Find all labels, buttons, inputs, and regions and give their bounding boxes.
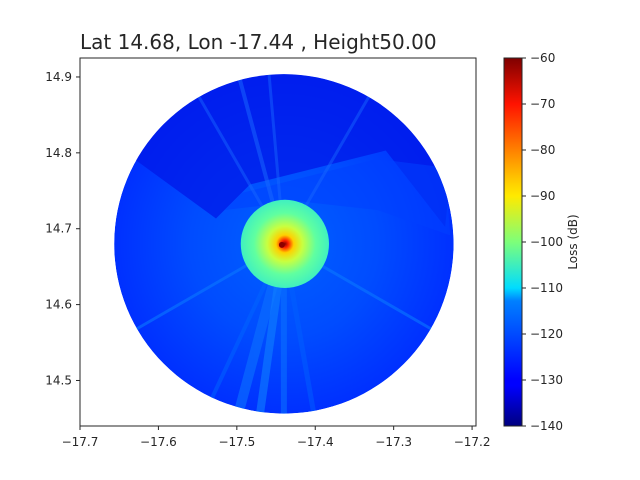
colorbar-ticks: −60 −70 −80 −90 −100 −110 −120 −130 −140 — [522, 51, 563, 433]
colorbar: −60 −70 −80 −90 −100 −110 −120 −130 −140 Loss (d… — [503, 51, 580, 433]
colorbar-tick-label: −70 — [530, 97, 555, 111]
x-tick-label: −17.2 — [454, 435, 491, 449]
x-tick-label: −17.5 — [218, 435, 255, 449]
x-tick-label: −17.4 — [297, 435, 334, 449]
colorbar-tick-label: −90 — [530, 189, 555, 203]
colorbar-tick-label: −140 — [530, 419, 563, 433]
signal-core — [240, 199, 330, 289]
colorbar-tick-label: −110 — [530, 281, 563, 295]
colorbar-tick-label: −60 — [530, 51, 555, 65]
colorbar-tick-label: −100 — [530, 235, 563, 249]
x-tick-label: −17.3 — [375, 435, 412, 449]
x-tick-label: −17.6 — [140, 435, 177, 449]
chart-title: Lat 14.68, Lon -17.44 , Height50.00 — [80, 30, 437, 54]
scatter-region — [224, 159, 451, 236]
x-tick-label: −17.7 — [62, 435, 99, 449]
colorbar-label: Loss (dB) — [566, 214, 580, 269]
colorbar-tick-label: −80 — [530, 143, 555, 157]
y-axis: 14.5 14.6 14.7 14.8 14.9 — [45, 70, 80, 387]
shadow-region — [114, 74, 454, 227]
x-axis: −17.7 −17.6 −17.5 −17.4 −17.3 −17.2 — [62, 426, 491, 449]
y-tick-label: 14.9 — [45, 70, 72, 84]
colorbar-tick-label: −120 — [530, 327, 563, 341]
colorbar-tick-label: −130 — [530, 373, 563, 387]
transmitter-point — [278, 241, 285, 248]
y-tick-label: 14.7 — [45, 222, 72, 236]
coverage-heatmap — [114, 74, 454, 414]
y-tick-label: 14.8 — [45, 146, 72, 160]
colorbar-gradient — [503, 57, 523, 427]
y-tick-label: 14.5 — [45, 373, 72, 387]
y-tick-label: 14.6 — [45, 298, 72, 312]
